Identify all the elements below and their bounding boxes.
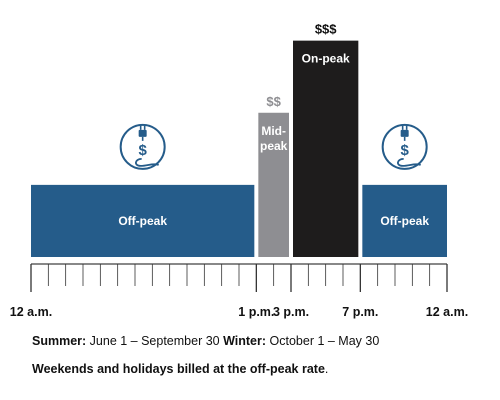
bar-off-peak — [31, 184, 255, 257]
bar-label: Off-peak — [380, 214, 429, 228]
winter-label: Winter: — [223, 334, 267, 348]
bar-label: Mid- — [261, 124, 286, 138]
tick-label: 12 a.m. — [426, 305, 468, 319]
bar-off-peak — [362, 184, 447, 257]
tick-label: 1 p.m. — [238, 305, 274, 319]
time-axis — [30, 263, 448, 292]
bar-label: Off-peak — [118, 214, 167, 228]
bar-label: peak — [260, 139, 288, 153]
plug-dollar-icon: $ — [119, 123, 166, 170]
period-bars — [31, 40, 447, 258]
svg-text:$: $ — [138, 142, 147, 159]
price-label: $$ — [266, 94, 281, 109]
weekend-period: . — [324, 362, 329, 376]
season-note: Summer: June 1 – September 30 Winter: Oc… — [32, 334, 492, 348]
period-icons: $ $ — [119, 123, 428, 170]
summer-dates: June 1 – September 30 — [86, 334, 224, 348]
bar-mid-peak — [258, 112, 289, 258]
svg-text:$: $ — [400, 142, 409, 159]
weekend-note: Weekends and holidays billed at the off-… — [32, 362, 492, 376]
period-labels: Off-peak Mid-peak On-peak Off-peak — [118, 52, 429, 228]
tick-label: 7 p.m. — [342, 305, 378, 319]
price-labels: $$$$$ — [266, 22, 337, 109]
tick-label: 12 a.m. — [10, 305, 52, 319]
tick-label: 3 p.m. — [273, 305, 309, 319]
bar-label: On-peak — [302, 52, 350, 66]
bar-on-peak — [293, 40, 359, 257]
time-tick-labels: 12 a.m. 1 p.m.3 p.m. 7 p.m. 12 a.m. — [10, 305, 468, 319]
plug-dollar-icon: $ — [381, 123, 428, 170]
summer-label: Summer: — [32, 334, 87, 348]
weekend-text: Weekends and holidays billed at the off-… — [32, 362, 325, 376]
price-label: $$$ — [315, 22, 337, 37]
winter-dates: October 1 – May 30 — [266, 334, 380, 348]
